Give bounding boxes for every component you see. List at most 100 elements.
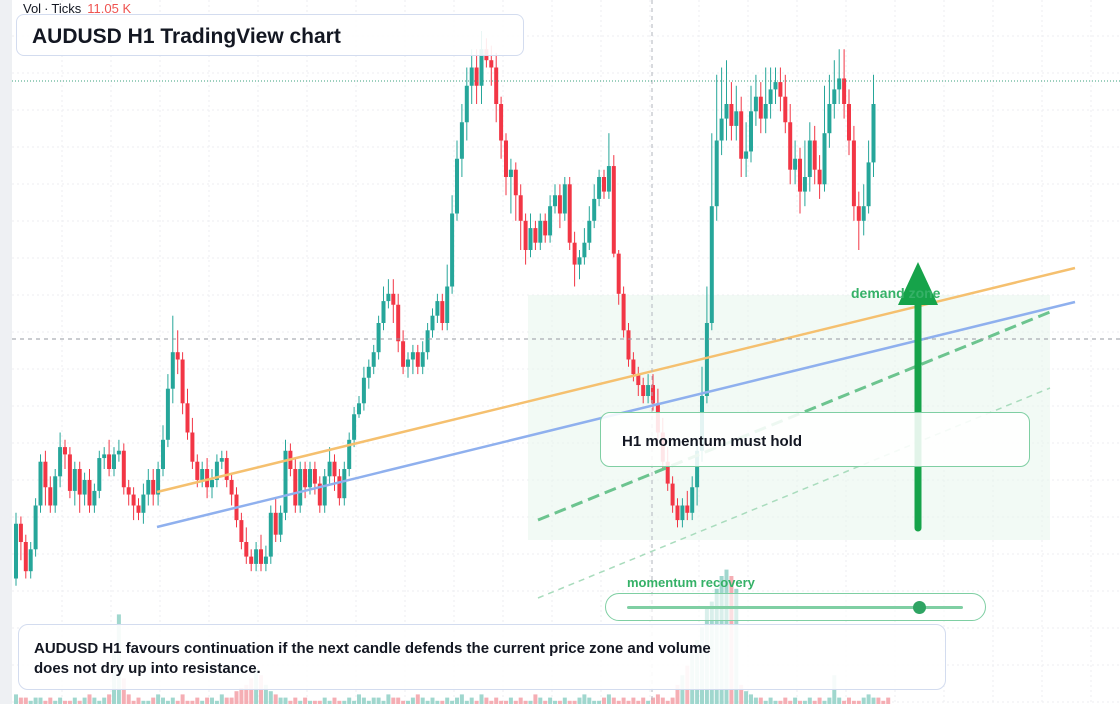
candle-body	[494, 67, 499, 104]
candle-body	[562, 184, 567, 214]
volume-bar	[278, 697, 283, 704]
candle-body	[352, 414, 357, 440]
volume-bar	[371, 697, 376, 704]
price-scale-edge	[0, 0, 12, 704]
volume-bar	[582, 694, 587, 704]
candle-body	[636, 374, 641, 386]
candle-body	[381, 301, 386, 323]
volume-bar	[597, 700, 602, 704]
volume-bar	[48, 697, 53, 704]
volume-bar	[410, 697, 415, 704]
volume-bar	[773, 700, 778, 704]
candle-body	[327, 461, 332, 477]
candle-body	[616, 253, 621, 294]
momentum-recovery-label: momentum recovery	[627, 575, 755, 590]
candle-body	[445, 286, 450, 323]
volume-bar	[170, 697, 175, 704]
volume-bar	[827, 697, 832, 704]
volume-bar	[87, 694, 92, 704]
volume-bar	[342, 700, 347, 704]
candle-body	[92, 490, 97, 506]
candle-body	[602, 177, 606, 192]
candle-body	[371, 352, 376, 367]
volume-bar	[636, 700, 641, 704]
volume-bar	[744, 691, 749, 704]
candle-body	[474, 67, 479, 86]
volume-indicator-legend[interactable]: Vol · Ticks 11.05 K	[23, 1, 131, 16]
candle-body	[38, 461, 43, 506]
volume-bar	[210, 697, 214, 704]
candle-body	[401, 341, 406, 367]
candle-body	[587, 220, 592, 243]
candle-body	[141, 494, 146, 513]
candle-body	[273, 512, 278, 535]
volume-bar	[33, 697, 38, 704]
candle-body	[557, 195, 562, 214]
candle-body	[807, 140, 812, 177]
candle-body	[670, 483, 675, 506]
volume-bar	[847, 697, 851, 704]
candle-body	[479, 49, 484, 86]
momentum-slider-thumb[interactable]	[913, 601, 927, 614]
candle-body	[210, 479, 214, 488]
volume-bar	[263, 684, 268, 704]
volume-bar	[474, 700, 479, 704]
volume-bar	[739, 684, 744, 704]
candle-body	[528, 228, 533, 250]
candle-body	[582, 242, 587, 258]
volume-bar	[401, 700, 406, 704]
candle-body	[788, 122, 793, 170]
candle-body	[195, 461, 200, 480]
candle-body	[156, 469, 161, 495]
candle-body	[77, 469, 82, 495]
volume-bar	[749, 694, 753, 704]
volume-bar	[185, 700, 190, 704]
candle-body	[812, 140, 817, 170]
volume-bar	[455, 697, 459, 704]
volume-bar	[415, 694, 420, 704]
volume-bar	[788, 700, 793, 704]
candle-body	[308, 469, 312, 488]
candle-body	[14, 523, 18, 579]
candle-body	[53, 476, 58, 506]
resistance-trendline	[156, 266, 1076, 494]
volume-bar	[366, 700, 371, 704]
volume-bar	[391, 697, 396, 704]
volume-bar	[876, 697, 881, 704]
candle-body	[734, 111, 739, 126]
candle-body	[729, 104, 734, 126]
candle-body	[450, 213, 455, 287]
candle-body	[175, 352, 180, 360]
candle-body	[406, 359, 410, 367]
candle-body	[685, 505, 690, 513]
volume-bar	[332, 697, 337, 704]
momentum-callout-text: H1 momentum must hold	[622, 433, 803, 450]
volume-bar	[783, 697, 788, 704]
candle-body	[151, 479, 156, 495]
candle-body	[518, 195, 523, 221]
volume-bar	[812, 700, 817, 704]
momentum-slider[interactable]	[605, 593, 986, 621]
volume-bar	[327, 700, 332, 704]
candle-body	[871, 104, 876, 163]
volume-bar	[479, 694, 484, 704]
volume-bar	[249, 678, 254, 704]
candle-body	[82, 479, 87, 495]
candle-body	[459, 122, 464, 159]
volume-bar	[611, 697, 616, 704]
candle-body	[802, 177, 807, 192]
volume-bar	[842, 700, 847, 704]
candle-body	[533, 228, 538, 243]
volume-bar	[793, 697, 798, 704]
candle-body	[538, 220, 543, 243]
volume-bar	[464, 700, 469, 704]
candle-body	[704, 323, 709, 396]
volume-bar	[822, 700, 827, 704]
demand-zone-label: demand zone	[851, 285, 941, 301]
candle-body	[489, 60, 494, 68]
candle-body	[675, 505, 680, 521]
volume-bar	[214, 700, 219, 704]
volume-bar	[268, 691, 273, 704]
